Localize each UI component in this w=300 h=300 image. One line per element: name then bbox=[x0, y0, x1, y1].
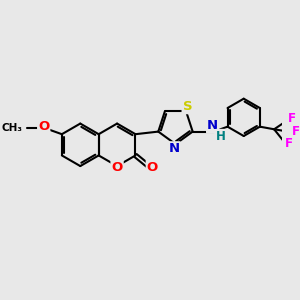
Text: N: N bbox=[207, 119, 218, 132]
Text: F: F bbox=[285, 137, 293, 150]
Text: O: O bbox=[38, 120, 50, 133]
Text: N: N bbox=[169, 142, 180, 155]
Text: CH₃: CH₃ bbox=[2, 123, 23, 133]
Text: O: O bbox=[112, 161, 123, 174]
Text: F: F bbox=[288, 112, 296, 125]
Text: O: O bbox=[147, 160, 158, 174]
Text: H: H bbox=[216, 130, 226, 143]
Text: S: S bbox=[183, 100, 192, 113]
Text: F: F bbox=[291, 125, 299, 138]
